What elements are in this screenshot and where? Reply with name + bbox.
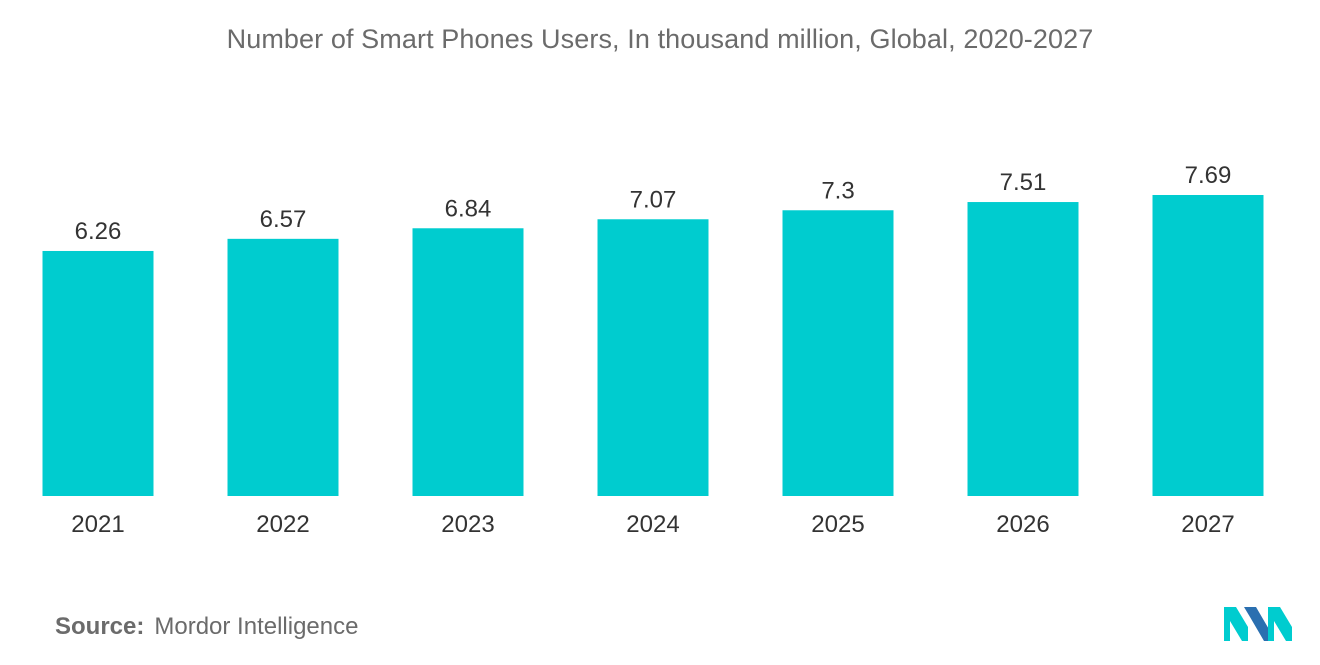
- x-tick-label-2022: 2022: [256, 511, 309, 538]
- logo-middle-stroke: [1244, 607, 1270, 641]
- chart-title: Number of Smart Phones Users, In thousan…: [226, 24, 1094, 54]
- source-line: Source: Mordor Intelligence: [55, 613, 358, 641]
- bar-2021: [42, 250, 154, 496]
- bar-2027: [1152, 195, 1264, 496]
- x-tick-label-2023: 2023: [441, 511, 494, 538]
- value-label-2026: 7.51: [1000, 169, 1047, 196]
- x-tick-label-2025: 2025: [811, 511, 864, 538]
- value-label-2024: 7.07: [630, 186, 677, 213]
- value-label-2021: 6.26: [75, 218, 122, 245]
- logo-right-stroke: [1268, 607, 1292, 641]
- x-tick-label-2026: 2026: [996, 511, 1049, 538]
- value-label-2022: 6.57: [260, 206, 307, 233]
- bar-2023: [412, 228, 524, 496]
- value-label-2023: 6.84: [445, 195, 492, 222]
- bar-2022: [227, 238, 339, 496]
- source-label: Source:: [55, 613, 145, 640]
- bar-2026: [967, 202, 1079, 496]
- value-label-2027: 7.69: [1185, 162, 1232, 189]
- x-tick-label-2024: 2024: [626, 511, 679, 538]
- bar-chart: 6.26 2021 6.57 2022 6.84 2023 7.07 2024 7.3 2025 7…: [42, 162, 1264, 538]
- value-label-2025: 7.3: [821, 177, 854, 204]
- bar-2025: [782, 210, 894, 497]
- bar-2024: [597, 219, 709, 496]
- x-tick-label-2021: 2021: [71, 511, 124, 538]
- source-text: Mordor Intelligence: [154, 613, 359, 640]
- x-tick-label-2027: 2027: [1181, 511, 1234, 538]
- logo-left-stroke: [1224, 607, 1248, 641]
- mordor-intelligence-logo-icon: [1224, 607, 1292, 641]
